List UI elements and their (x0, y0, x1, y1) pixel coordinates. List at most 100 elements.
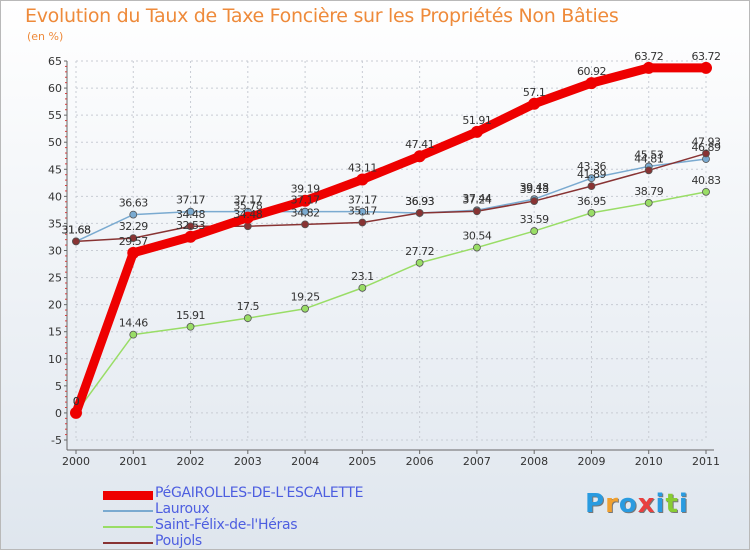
data-label: 38.79 (634, 185, 663, 198)
y-tick-label: 35 (48, 217, 62, 230)
x-tick-label: 2006 (406, 455, 434, 468)
data-label: 47.93 (692, 135, 721, 148)
x-tick-label: 2005 (348, 455, 376, 468)
y-tick-label: 55 (48, 109, 62, 122)
data-label: 0 (73, 395, 80, 408)
series-point-3 (186, 222, 195, 231)
series-point-0 (700, 61, 712, 74)
y-tick-label: 45 (48, 163, 62, 176)
series-point-3 (587, 182, 596, 191)
legend-label: Poujols (155, 533, 202, 549)
data-label: 33.59 (520, 213, 549, 226)
x-tick-label: 2009 (577, 455, 605, 468)
series-point-2 (587, 208, 596, 217)
series-point-3 (72, 237, 80, 246)
data-label: 39.13 (520, 183, 549, 196)
y-tick-label: 40 (48, 190, 62, 203)
y-tick-label: 25 (48, 272, 62, 285)
logo-letter: i (655, 489, 666, 519)
data-label: 0 (73, 395, 80, 408)
data-label: 32.29 (119, 220, 148, 233)
legend-label: PéGAIROLLES-DE-L'ESCALETTE (155, 485, 364, 501)
data-label: 60.92 (577, 65, 606, 78)
y-tick-label: 30 (48, 245, 62, 258)
data-label: 31.68 (62, 223, 91, 236)
x-tick-label: 2003 (234, 455, 262, 468)
series-point-1 (587, 174, 596, 183)
series-point-3 (702, 149, 710, 158)
y-tick-label: 5 (55, 380, 62, 393)
series-line-2 (75, 191, 707, 414)
x-tick-label: 2001 (119, 455, 147, 468)
series-point-2 (644, 199, 653, 207)
data-label: 47.41 (405, 138, 434, 151)
y-tick-label: 0 (55, 407, 62, 420)
x-tick-label: 2011 (692, 455, 720, 468)
data-label: 15.91 (176, 309, 205, 322)
x-tick-label: 2010 (635, 455, 663, 468)
data-label: 37.44 (462, 192, 491, 205)
x-tick-label: 2004 (291, 455, 319, 468)
data-label: 36.93 (405, 195, 434, 208)
data-label: 40.83 (692, 174, 721, 187)
chart-subtitle: (en %) (27, 30, 64, 43)
series-point-2 (702, 187, 710, 196)
series-point-2 (243, 314, 252, 323)
data-label: 34.48 (233, 208, 262, 221)
x-tick-label: 2000 (62, 455, 90, 468)
series-point-0 (299, 194, 312, 207)
data-label: 46.89 (692, 141, 721, 154)
series-point-3 (129, 234, 138, 243)
data-label: 29.57 (119, 235, 148, 248)
data-label: 44.81 (634, 152, 663, 165)
data-label: 39.19 (291, 183, 320, 196)
series-point-2 (358, 283, 367, 292)
series-point-0 (585, 77, 598, 90)
series-point-0 (127, 246, 140, 259)
series-point-3 (243, 222, 252, 231)
series-point-0 (241, 211, 254, 224)
logo-letter: x (637, 489, 656, 519)
data-label: 31.68 (62, 223, 91, 236)
legend-label: Lauroux (155, 501, 210, 517)
series-point-0 (642, 61, 655, 74)
data-label: 36.95 (577, 195, 606, 208)
y-tick-label: 10 (48, 353, 62, 366)
y-tick-label: 60 (48, 82, 62, 95)
data-label: 37.17 (176, 194, 205, 207)
series-line-0 (71, 63, 711, 418)
data-label: 39.48 (520, 181, 549, 194)
series-point-2 (530, 227, 539, 235)
data-label: 32.53 (176, 219, 205, 232)
legend-swatch (103, 490, 153, 500)
y-tick-label: 15 (48, 326, 62, 339)
data-label: 41.89 (577, 168, 606, 181)
data-label: 35.78 (233, 200, 262, 213)
data-label: 43.36 (577, 160, 606, 173)
data-label: 51.91 (462, 114, 491, 127)
series-point-2 (301, 304, 309, 313)
series-point-3 (644, 166, 653, 175)
data-label: 19.25 (291, 291, 320, 304)
series-point-2 (186, 322, 195, 331)
series-point-0 (470, 125, 483, 138)
series-line-1 (75, 158, 707, 243)
logo-letter: r (605, 489, 619, 519)
data-label: 37.24 (462, 193, 491, 206)
y-tick-label: -5 (51, 434, 62, 447)
data-label: 34.48 (176, 208, 205, 221)
y-tick-label: 20 (48, 299, 62, 312)
y-tick-label: 50 (48, 136, 62, 149)
series-point-1 (129, 210, 138, 219)
series-point-3 (415, 209, 424, 217)
series-point-0 (528, 97, 541, 110)
chart-title: Evolution du Taux de Taxe Foncière sur l… (25, 5, 619, 27)
data-label: 63.72 (634, 50, 663, 63)
data-label: 37.17 (291, 194, 320, 207)
series-point-0 (184, 230, 197, 243)
x-tick-label: 2007 (463, 455, 491, 468)
data-label: 45.53 (634, 148, 663, 161)
series-line-3 (75, 152, 707, 243)
